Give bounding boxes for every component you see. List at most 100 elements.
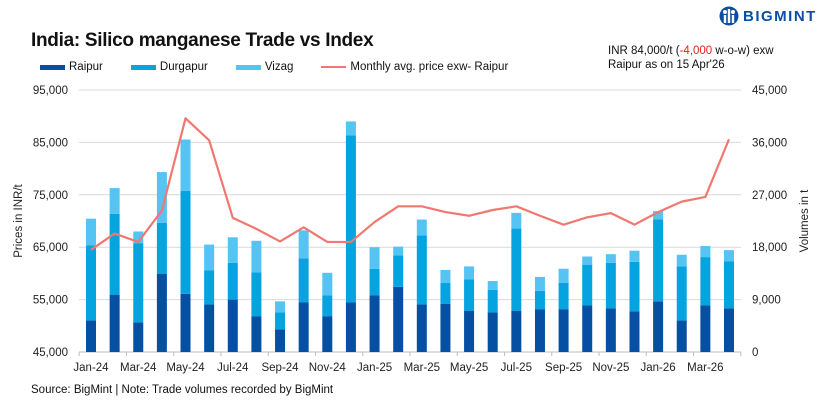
bar-durgapur-aug-24 — [251, 272, 262, 317]
bar-vizag-sep-24 — [275, 301, 286, 313]
y-tick-label: 95,000 — [33, 85, 68, 97]
bar-durgapur-mar-24 — [133, 243, 144, 323]
bar-durgapur-aug-25 — [534, 290, 545, 310]
bar-raipur-jan-24 — [86, 320, 96, 352]
bar-durgapur-jul-24 — [227, 262, 238, 300]
bar-raipur-dec-25 — [629, 311, 640, 352]
x-tick-label: Nov-25 — [592, 362, 629, 374]
bar-vizag-mar-26 — [700, 246, 711, 258]
bar-durgapur-mar-25 — [416, 235, 427, 305]
bar-raipur-jul-24 — [227, 299, 238, 352]
bar-durgapur-nov-25 — [605, 262, 616, 309]
y2-axis-title: Volumes in t — [799, 189, 811, 252]
bigmint-logo: BIGMINT — [719, 6, 817, 26]
bar-raipur-feb-26 — [676, 320, 687, 352]
bar-raipur-oct-25 — [582, 305, 593, 352]
bar-durgapur-feb-26 — [676, 266, 687, 321]
note-change: -4,000 — [679, 45, 713, 57]
legend-swatch-raipur — [40, 64, 65, 70]
legend-swatch-durgapur — [130, 64, 156, 70]
legend-item-raipur: Raipur — [40, 61, 103, 73]
logo-text: BIGMINT — [743, 7, 817, 25]
x-tick-label: Mar-25 — [404, 362, 440, 374]
bar-durgapur-jan-24 — [86, 245, 96, 321]
y-tick-label: 65,000 — [33, 242, 68, 254]
bar-raipur-dec-24 — [345, 302, 356, 352]
bar-raipur-aug-24 — [251, 316, 262, 352]
bar-raipur-apr-24 — [156, 273, 167, 352]
bar-raipur-jan-26 — [653, 301, 664, 352]
bar-raipur-mar-26 — [700, 305, 711, 352]
bar-vizag-jan-26 — [653, 211, 664, 220]
note-line2: Raipur as on 15 Apr'26 — [608, 59, 725, 71]
bar-vizag-jun-24 — [204, 244, 215, 271]
bar-durgapur-may-25 — [464, 279, 475, 311]
bar-vizag-jan-24 — [86, 218, 96, 246]
legend-label: Durgapur — [159, 61, 208, 73]
legend-label: Vizag — [264, 61, 294, 73]
legend: Raipur Durgapur Vizag Monthly avg. price… — [40, 61, 536, 73]
bar-raipur-jan-25 — [369, 295, 380, 352]
bar-vizag-feb-25 — [393, 246, 404, 256]
price-line — [90, 117, 731, 251]
bar-raipur-apr-25 — [440, 303, 451, 352]
bar-durgapur-feb-24 — [109, 213, 120, 295]
bar-durgapur-apr-24 — [156, 222, 167, 274]
bar-durgapur-jan-25 — [369, 268, 380, 296]
bar-raipur-oct-24 — [298, 302, 309, 352]
bar-vizag-mar-25 — [416, 219, 427, 236]
bar-vizag-aug-24 — [251, 240, 262, 273]
x-tick-label: May-24 — [166, 362, 205, 374]
bar-vizag-jan-25 — [369, 247, 380, 269]
bar-raipur-aug-25 — [534, 309, 545, 352]
legend-label: Raipur — [69, 61, 103, 73]
bar-durgapur-jul-25 — [511, 228, 522, 311]
legend-label: Monthly avg. price exw- Raipur — [350, 61, 509, 73]
y2-tick-label: 36,000 — [752, 137, 787, 149]
bar-raipur-may-25 — [464, 310, 475, 352]
y-tick-label: 45,000 — [33, 347, 68, 359]
x-tick-label: May-25 — [450, 362, 488, 374]
bar-vizag-jul-25 — [511, 212, 522, 229]
bar-vizag-apr-24 — [156, 172, 167, 223]
bar-durgapur-may-24 — [180, 190, 191, 294]
x-tick-label: Jan-26 — [641, 362, 676, 374]
legend-swatch-vizag — [235, 64, 261, 70]
chart-title: India: Silico manganese Trade vs Index — [31, 30, 374, 51]
bar-vizag-oct-24 — [298, 230, 309, 259]
bar-vizag-nov-24 — [322, 272, 333, 296]
bar-durgapur-feb-25 — [393, 255, 404, 287]
bar-vizag-apr-26 — [724, 250, 734, 262]
bar-raipur-jun-25 — [487, 312, 498, 352]
source-note: Source: BigMint | Note: Trade volumes re… — [31, 384, 334, 396]
bar-raipur-sep-24 — [275, 329, 286, 352]
x-tick-label: Mar-26 — [687, 362, 723, 374]
y2-tick-label: 18,000 — [752, 242, 787, 254]
bar-vizag-feb-26 — [676, 254, 687, 267]
legend-item-price: Monthly avg. price exw- Raipur — [321, 61, 508, 73]
bar-durgapur-nov-24 — [322, 295, 333, 317]
bigmint-logo-icon — [719, 6, 739, 26]
bar-vizag-sep-25 — [558, 268, 569, 283]
bar-durgapur-apr-25 — [440, 282, 451, 304]
bar-raipur-apr-26 — [724, 308, 734, 352]
bar-raipur-nov-24 — [322, 316, 333, 352]
bar-raipur-jul-25 — [511, 310, 522, 352]
bar-durgapur-sep-24 — [275, 312, 286, 330]
price-note: INR 84,000/t (-4,000 w-o-w) exw Raipur a… — [608, 44, 774, 72]
legend-swatch-price — [321, 66, 347, 68]
bar-raipur-nov-25 — [605, 308, 616, 352]
legend-item-durgapur: Durgapur — [130, 61, 208, 73]
x-tick-label: Jan-25 — [357, 362, 392, 374]
bar-vizag-nov-25 — [605, 254, 616, 263]
bar-vizag-mar-24 — [133, 231, 144, 244]
bar-durgapur-mar-26 — [700, 257, 711, 306]
note-prefix: INR 84,000/t ( — [608, 45, 680, 57]
bar-raipur-feb-24 — [109, 294, 120, 352]
bar-vizag-apr-25 — [440, 269, 451, 283]
x-tick-label: Nov-24 — [309, 362, 347, 374]
bar-durgapur-oct-25 — [582, 264, 593, 306]
bar-vizag-feb-24 — [109, 188, 120, 214]
y-tick-label: 75,000 — [33, 190, 68, 202]
bar-raipur-feb-25 — [393, 286, 404, 352]
